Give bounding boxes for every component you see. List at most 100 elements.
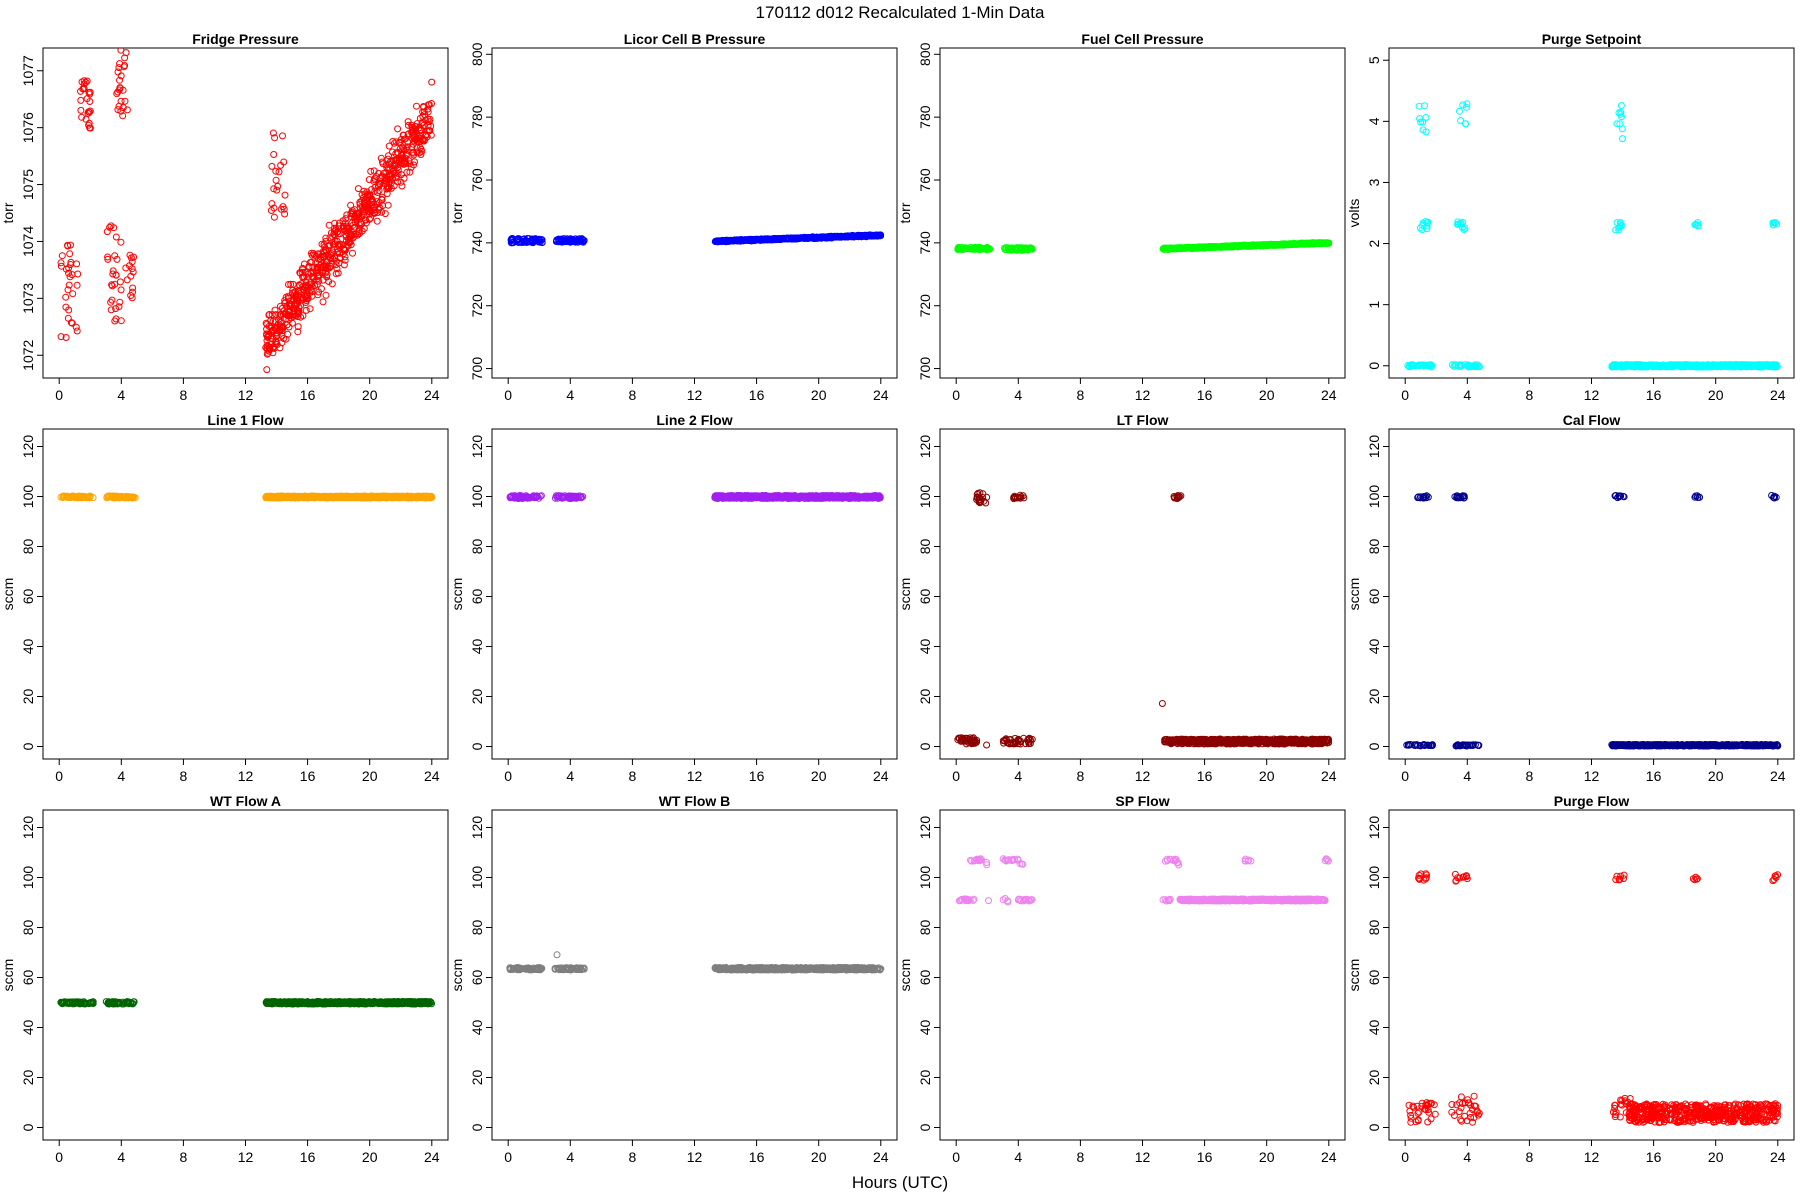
- data-point: [116, 278, 124, 286]
- x-tick-label: 4: [1014, 768, 1022, 784]
- data-point: [850, 493, 858, 501]
- data-point: [281, 191, 289, 199]
- data-point: [874, 231, 882, 239]
- x-tick-label: 20: [1259, 768, 1275, 784]
- data-point: [408, 127, 416, 134]
- data-point: [779, 494, 787, 502]
- y-tick-label: 100: [20, 485, 36, 509]
- data-series: [954, 239, 1333, 254]
- data-point: [356, 230, 363, 237]
- data-point: [268, 200, 276, 208]
- data-point: [276, 326, 284, 334]
- data-point: [1616, 120, 1624, 128]
- data-point: [112, 233, 120, 241]
- y-tick-label: 2: [1366, 239, 1382, 247]
- y-axis-label: torr: [0, 202, 16, 223]
- data-point: [265, 311, 273, 318]
- data-point: [856, 232, 864, 240]
- x-tick-label: 24: [1321, 768, 1337, 784]
- data-point: [319, 276, 327, 284]
- data-point: [1421, 102, 1428, 110]
- data-point: [326, 494, 334, 502]
- data-point: [387, 492, 395, 500]
- x-tick-label: 12: [687, 768, 703, 784]
- x-tick-label: 20: [811, 768, 827, 784]
- data-point: [359, 194, 367, 202]
- data-point: [422, 131, 430, 139]
- data-point: [336, 230, 344, 238]
- data-point: [111, 493, 119, 501]
- data-point: [976, 496, 984, 504]
- data-point: [115, 493, 123, 500]
- data-point: [832, 233, 840, 241]
- data-point: [126, 262, 133, 270]
- data-point: [395, 139, 403, 147]
- data-point: [723, 493, 731, 501]
- data-point: [815, 234, 823, 242]
- data-point: [69, 290, 77, 298]
- data-point: [299, 264, 306, 272]
- data-point: [343, 229, 351, 236]
- data-point: [1420, 362, 1428, 370]
- plot-frame: [491, 47, 898, 379]
- data-point: [1167, 245, 1175, 253]
- data-point: [270, 151, 278, 158]
- data-point: [377, 493, 385, 500]
- data-point: [1173, 493, 1181, 500]
- y-tick-label: 40: [469, 639, 485, 655]
- data-point: [111, 280, 119, 288]
- data-point: [367, 167, 375, 175]
- y-tick-label: 4: [1366, 117, 1382, 125]
- x-tick-label: 8: [1077, 768, 1085, 784]
- data-point: [67, 241, 74, 249]
- data-point: [402, 135, 410, 143]
- y-tick-label: 80: [20, 539, 36, 555]
- data-point: [1615, 223, 1623, 231]
- data-point: [305, 263, 313, 271]
- data-point: [300, 260, 308, 268]
- data-point: [745, 236, 752, 244]
- data-point: [1771, 219, 1779, 227]
- data-point: [107, 306, 115, 314]
- x-tick-label: 20: [362, 387, 378, 403]
- data-point: [285, 493, 293, 501]
- data-point: [1232, 242, 1240, 249]
- data-point: [334, 245, 341, 253]
- data-point: [57, 262, 65, 270]
- data-point: [836, 493, 843, 501]
- data-point: [319, 493, 327, 501]
- data-point: [1628, 361, 1636, 369]
- data-point: [518, 239, 525, 246]
- data-point: [65, 269, 73, 277]
- data-point: [573, 494, 581, 502]
- data-point: [1415, 102, 1423, 110]
- data-point: [428, 78, 436, 86]
- data-point: [534, 493, 542, 501]
- data-point: [1610, 362, 1618, 369]
- data-point: [1002, 244, 1010, 252]
- data-point: [1465, 362, 1473, 370]
- data-point: [270, 213, 278, 221]
- x-tick-label: 4: [1014, 387, 1022, 403]
- data-point: [1705, 363, 1713, 370]
- data-point: [335, 222, 343, 230]
- data-point: [86, 98, 94, 105]
- y-tick-label: 1075: [20, 169, 36, 200]
- data-point: [416, 114, 424, 122]
- data-point: [1158, 700, 1166, 707]
- data-point: [82, 78, 90, 86]
- data-point: [272, 176, 280, 184]
- data-point: [1022, 245, 1030, 253]
- data-point: [800, 493, 808, 501]
- data-point: [763, 494, 771, 502]
- data-point: [83, 77, 91, 85]
- data-series: [57, 492, 436, 502]
- data-point: [277, 302, 284, 310]
- x-tick-label: 20: [1708, 387, 1724, 403]
- data-point: [416, 149, 424, 157]
- data-point: [424, 108, 432, 116]
- x-tick-label: 0: [55, 768, 63, 784]
- data-point: [716, 237, 724, 245]
- x-tick-label: 12: [1135, 387, 1151, 403]
